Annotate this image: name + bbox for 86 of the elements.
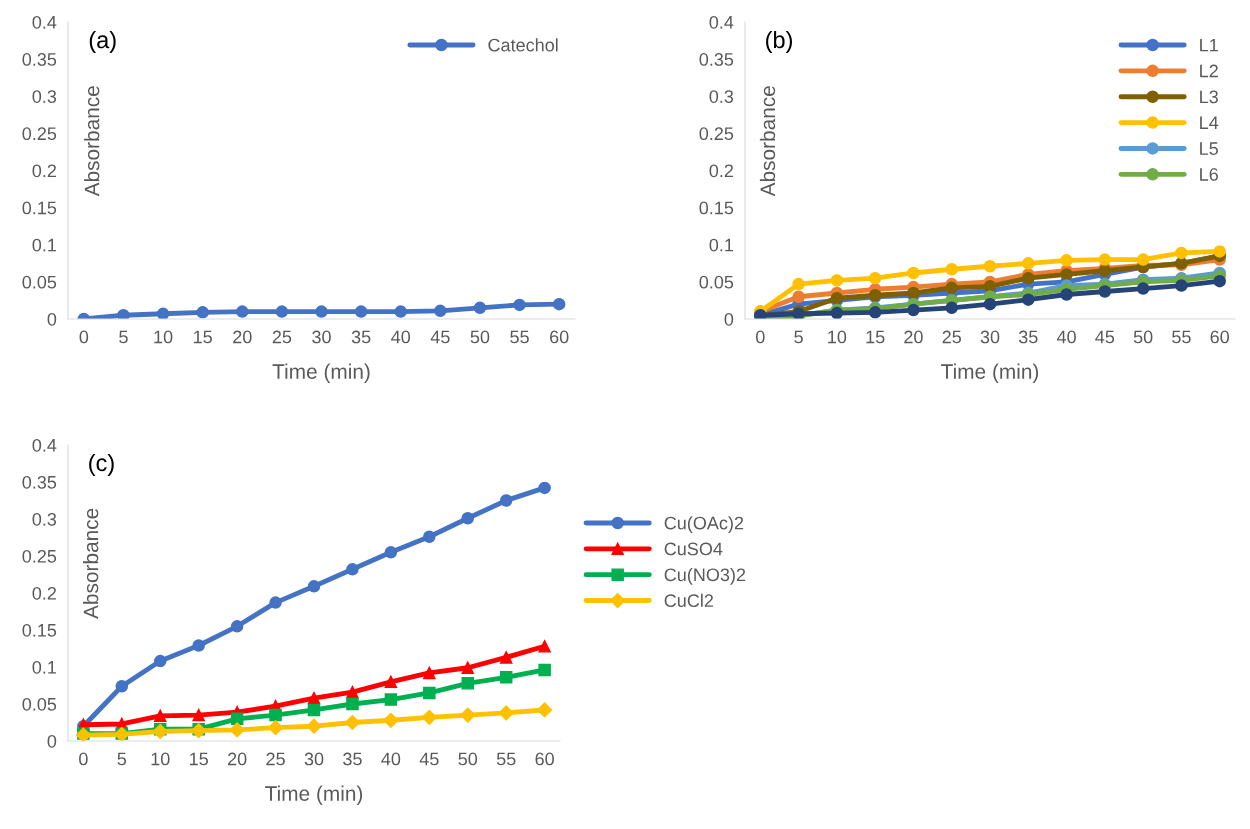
- y-tick-label: 0.2: [32, 586, 56, 600]
- y-tick-label: 0.25: [699, 127, 734, 141]
- x-tick-label: 40: [381, 752, 401, 766]
- x-tick-label: 60: [535, 752, 554, 766]
- x-tick-label: 0: [756, 330, 765, 344]
- y-tick-label: 0.2: [709, 164, 733, 178]
- y-tick-label: 0.1: [32, 238, 57, 252]
- legend-label: L2: [1200, 64, 1218, 78]
- y-tick-label: 0.3: [32, 512, 57, 526]
- x-tick-label: 5: [794, 330, 803, 344]
- x-tick-label: 0: [79, 330, 89, 344]
- x-tick-label: 30: [312, 330, 331, 344]
- x-axis-title: Time (min): [941, 363, 1039, 384]
- x-tick-label: 40: [391, 330, 411, 344]
- y-tick-label: 0.4: [32, 15, 57, 29]
- x-tick-label: 30: [304, 752, 324, 766]
- legend-label: CuCl2: [664, 593, 713, 608]
- x-tick-label: 50: [470, 330, 490, 344]
- x-tick-label: 50: [458, 752, 478, 766]
- y-tick-label: 0: [47, 312, 57, 326]
- y-tick-label: 0.25: [22, 127, 57, 141]
- x-tick-label: 55: [1172, 330, 1191, 344]
- x-tick-label: 0: [79, 752, 88, 766]
- x-tick-label: 35: [343, 752, 362, 766]
- y-tick-label: 0.2: [32, 164, 56, 178]
- y-tick-label: 0.15: [22, 623, 57, 637]
- y-tick-label: 0.3: [32, 90, 57, 103]
- legend-label: Cu(NO3)2: [664, 567, 746, 585]
- y-tick-label: 0.05: [22, 275, 57, 289]
- x-tick-label: 60: [550, 330, 569, 344]
- y-tick-label: 0.3: [709, 90, 734, 103]
- x-tick-label: 25: [272, 330, 292, 344]
- x-tick-label: 10: [151, 752, 170, 766]
- x-tick-label: 15: [194, 330, 212, 344]
- legend-label: Catechol: [488, 38, 558, 52]
- legend-label: L6: [1200, 168, 1218, 181]
- legend-label: L4: [1200, 116, 1219, 129]
- x-tick-label: 45: [430, 330, 450, 344]
- x-tick-label: 20: [233, 330, 252, 344]
- y-tick-label: 0.1: [32, 660, 57, 674]
- x-tick-label: 45: [419, 752, 439, 766]
- y-tick-label: 0.35: [699, 53, 734, 66]
- y-tick-label: 0.05: [22, 697, 57, 711]
- y-tick-label: 0.05: [699, 275, 734, 289]
- y-axis-title: Absorbance: [759, 86, 776, 197]
- annotation: (a): [89, 30, 116, 53]
- annotation: (c): [89, 453, 114, 476]
- x-tick-label: 15: [866, 330, 885, 344]
- x-tick-label: 25: [266, 752, 285, 766]
- x-tick-label: 5: [119, 330, 128, 344]
- annotation: (b): [766, 30, 792, 53]
- x-tick-label: 20: [227, 752, 247, 766]
- x-tick-label: 50: [1133, 330, 1153, 344]
- x-tick-label: 20: [904, 330, 923, 344]
- y-tick-label: 0.35: [22, 475, 57, 489]
- y-tick-label: 0.15: [22, 201, 57, 215]
- y-tick-label: 0.25: [22, 549, 57, 563]
- x-axis-title: Time (min): [272, 363, 370, 384]
- legend-label: L3: [1200, 90, 1218, 104]
- y-axis-title: Absorbance: [84, 86, 100, 197]
- x-tick-label: 10: [828, 330, 847, 344]
- x-tick-label: 5: [117, 752, 127, 766]
- x-tick-label: 45: [1095, 330, 1115, 344]
- x-axis-title: Time (min): [265, 785, 363, 806]
- y-tick-label: 0.35: [22, 53, 57, 66]
- y-tick-label: 0.4: [32, 438, 57, 452]
- x-tick-label: 35: [351, 330, 371, 344]
- y-tick-label: 0: [47, 734, 57, 748]
- legend-label: L1: [1200, 38, 1218, 52]
- y-tick-label: 0.15: [699, 201, 734, 215]
- legend-label: CuSO4: [664, 542, 723, 556]
- y-tick-label: 0.1: [709, 238, 734, 252]
- x-tick-label: 30: [980, 330, 1000, 344]
- x-tick-label: 15: [190, 752, 208, 766]
- y-tick-label: 0.4: [709, 15, 734, 29]
- x-tick-label: 60: [1210, 330, 1230, 344]
- legend-label: Cu(OAc)2: [664, 516, 744, 534]
- x-tick-label: 55: [510, 330, 529, 344]
- x-tick-label: 55: [496, 752, 516, 766]
- x-tick-label: 25: [942, 330, 961, 344]
- y-tick-label: 0: [724, 312, 734, 326]
- x-tick-label: 10: [154, 330, 173, 344]
- y-axis-title: Absorbance: [83, 508, 99, 619]
- x-tick-label: 40: [1056, 330, 1076, 344]
- x-tick-label: 35: [1018, 330, 1038, 344]
- legend-label: L5: [1200, 142, 1218, 155]
